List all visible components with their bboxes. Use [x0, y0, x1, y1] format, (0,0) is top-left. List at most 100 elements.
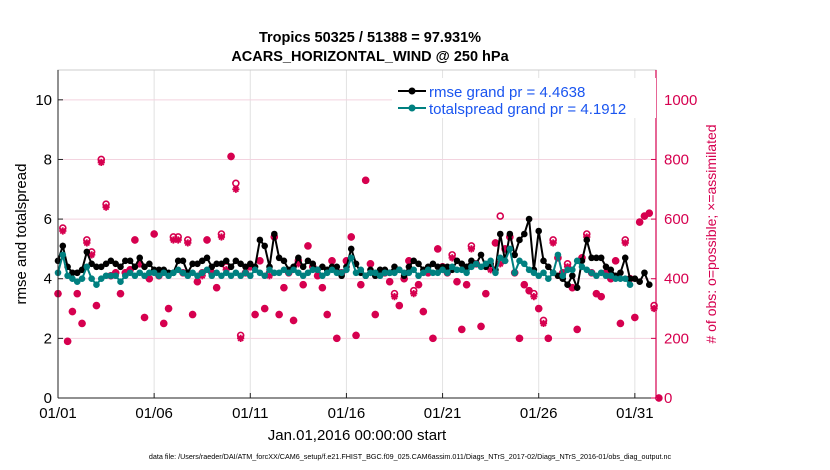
spread-point: [328, 266, 336, 274]
spread-point: [506, 245, 514, 253]
rmse-point: [477, 251, 485, 259]
rmse-point: [415, 260, 422, 268]
rmse-point: [271, 230, 278, 238]
spread-point: [386, 269, 393, 277]
rmse-point: [73, 269, 81, 277]
rmse-point: [347, 245, 355, 253]
y2-tick-label: 1000: [664, 92, 697, 109]
x-tick-label: 01/16: [328, 405, 366, 422]
rmse-point: [141, 263, 148, 271]
y2-tick-label: 200: [664, 330, 689, 347]
spread-point: [367, 269, 374, 277]
obs-assimilated-marker: [217, 233, 226, 241]
obs-assimilated-marker: [458, 325, 466, 334]
y2-tick-label: 800: [664, 151, 689, 168]
spread-point: [597, 269, 605, 277]
rmse-point: [636, 278, 643, 286]
obs-assimilated-marker: [265, 272, 274, 280]
obs-assimilated-marker: [636, 218, 644, 226]
obs-assimilated-marker: [328, 257, 336, 265]
obs-assimilated-marker: [539, 319, 548, 328]
obs-assimilated-marker: [645, 209, 653, 217]
rmse-point: [203, 254, 211, 262]
spread-point: [569, 266, 576, 274]
obs-assimilated-marker: [275, 310, 283, 319]
rmse-point: [520, 230, 528, 238]
obs-assimilated-marker: [655, 394, 663, 402]
spread-point: [97, 275, 105, 283]
spread-point: [275, 269, 283, 277]
rmse-point: [525, 215, 533, 223]
spread-point: [251, 266, 259, 274]
rmse-point: [97, 263, 105, 271]
spread-point: [179, 269, 187, 277]
obs-assimilated-marker: [261, 304, 269, 313]
rmse-point: [246, 260, 254, 268]
obs-assimilated-marker: [520, 281, 528, 289]
rmse-point: [463, 263, 470, 271]
obs-assimilated-marker: [232, 185, 240, 193]
spread-point: [59, 251, 67, 259]
rmse-point: [645, 281, 653, 288]
rmse-point: [112, 260, 119, 268]
obs-assimilated-marker: [59, 227, 67, 235]
spread-point: [242, 269, 249, 277]
rmse-point: [179, 257, 187, 265]
spread-point: [549, 269, 557, 277]
y2-tick-label: 0: [664, 390, 672, 407]
obs-assimilated-marker: [256, 257, 264, 265]
obs-assimilated-marker: [92, 301, 101, 310]
spread-point: [482, 260, 490, 268]
spread-point: [237, 272, 244, 280]
rmse-point: [117, 263, 124, 271]
obs-assimilated-marker: [357, 281, 365, 289]
obs-assimilated-marker: [419, 307, 427, 316]
spread-point: [400, 269, 408, 277]
spread-point: [405, 269, 413, 277]
spread-point: [381, 269, 389, 277]
spread-point: [463, 269, 470, 277]
spread-point: [371, 269, 379, 277]
spread-point: [69, 275, 76, 283]
spread-point: [583, 266, 591, 274]
rmse-point: [121, 257, 129, 265]
rmse-point: [535, 227, 543, 235]
y-axis-label: rmse and totalspread: [13, 164, 30, 305]
obs-possible-marker: [232, 179, 240, 188]
obs-assimilated-marker: [544, 334, 552, 342]
spread-point: [525, 266, 533, 274]
spread-point: [141, 272, 148, 280]
rmse-point: [607, 266, 615, 274]
spread-point: [256, 269, 264, 277]
spread-point: [420, 269, 427, 277]
rmse-point: [189, 260, 196, 268]
spread-point: [578, 263, 586, 271]
spread-point: [444, 269, 451, 277]
spread-point: [487, 257, 494, 265]
obs-assimilated-marker: [631, 313, 639, 322]
spread-point: [73, 278, 81, 286]
rmse-point: [261, 242, 269, 250]
obs-assimilated-marker: [621, 239, 629, 247]
spread-point: [194, 272, 201, 280]
spread-point: [261, 272, 269, 280]
spread-point: [218, 272, 225, 280]
obs-assimilated-marker: [342, 257, 351, 265]
obs-assimilated-marker: [573, 325, 581, 334]
rmse-point: [59, 242, 67, 250]
spread-point: [246, 272, 254, 280]
spread-point: [160, 269, 168, 277]
obs-assimilated-marker: [78, 319, 86, 328]
rmse-point: [88, 260, 95, 268]
rmse-point: [468, 257, 475, 265]
obs-assimilated-marker: [188, 310, 197, 319]
obs-assimilated-marker: [467, 245, 476, 253]
spread-point: [93, 281, 100, 288]
spread-point: [520, 260, 528, 268]
spread-point: [540, 269, 547, 277]
rmse-point: [405, 263, 413, 271]
obs-assimilated-marker: [68, 307, 77, 316]
spread-point: [189, 269, 196, 277]
obs-assimilated-marker: [102, 203, 110, 211]
